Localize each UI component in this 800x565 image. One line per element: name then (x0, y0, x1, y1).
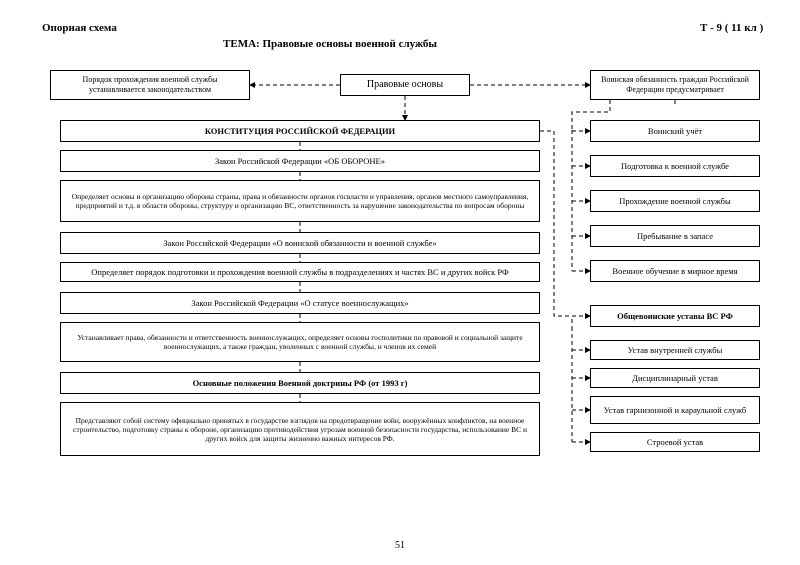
right-row-6: Общевоинские уставы ВС РФ (590, 305, 760, 327)
header-left: Опорная схема (42, 22, 117, 34)
right-row-8: Дисциплинарный устав (590, 368, 760, 388)
left-row-3: Определяет основы и организацию обороны … (60, 180, 540, 222)
header-right: Т - 9 ( 11 кл ) (700, 22, 763, 34)
root-node: Правовые основы (340, 74, 470, 96)
left-row-4: Закон Российской Федерации «О воинской о… (60, 232, 540, 254)
left-row-7: Устанавливает права, обязанности и ответ… (60, 322, 540, 362)
right-row-4: Пребывание в запасе (590, 225, 760, 247)
right-row-10: Строевой устав (590, 432, 760, 452)
right-row-3: Прохождение военной службы (590, 190, 760, 212)
left-row-2: Закон Российской Федерации «ОБ ОБОРОНЕ» (60, 150, 540, 172)
left-row-6: Закон Российской Федерации «О статусе во… (60, 292, 540, 314)
left-row-5: Определяет порядок подготовки и прохожде… (60, 262, 540, 282)
top-left-box: Порядок прохождения военной службы устан… (50, 70, 250, 100)
right-row-1: Воинский учёт (590, 120, 760, 142)
left-row-9: Представляют собой систему официально пр… (60, 402, 540, 456)
right-row-5: Военное обучение в мирное время (590, 260, 760, 282)
page-number: 51 (0, 540, 800, 551)
top-right-box: Воинская обязанность граждан Российской … (590, 70, 760, 100)
right-row-9: Устав гарнизонной и караульной служб (590, 396, 760, 424)
right-row-2: Подготовка к военной службе (590, 155, 760, 177)
theme-title: ТЕМА: Правовые основы военной службы (180, 38, 480, 50)
left-row-8: Основные положения Военной доктрины РФ (… (60, 372, 540, 394)
left-row-1: КОНСТИТУЦИЯ РОССИЙСКОЙ ФЕДЕРАЦИИ (60, 120, 540, 142)
right-row-7: Устав внутренней службы (590, 340, 760, 360)
